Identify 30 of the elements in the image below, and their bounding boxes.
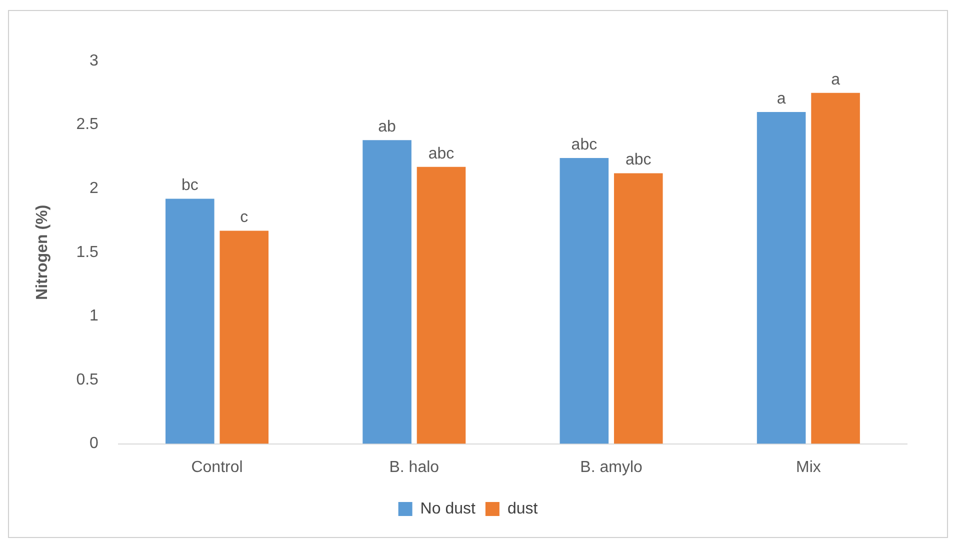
bar [416,166,466,444]
x-tick-label: Control [191,458,243,476]
data-label: a [776,90,786,108]
data-label: c [240,209,248,226]
legend-label: No dust [420,500,476,518]
y-tick-label: 1.5 [76,244,99,261]
y-tick-label: 0 [90,435,99,452]
bar [614,173,663,444]
y-tick-label: 2.5 [76,116,99,134]
bar [362,140,412,444]
data-label: a [831,71,840,88]
data-label: abc [571,136,598,154]
y-tick-label: 0.5 [76,371,99,388]
x-tick-label: Mix [796,458,821,476]
legend-label: dust [507,500,538,518]
y-axis-title: Nitrogen (%) [34,204,52,300]
data-label: abc [428,145,454,162]
bar [811,92,860,444]
x-tick-label: B. halo [389,458,440,476]
y-tick-label: 2 [90,180,99,198]
data-label: ab [378,118,396,136]
y-tick-label: 1 [90,308,99,325]
data-label: abc [626,152,652,169]
bar [220,230,269,444]
bar [560,158,609,444]
y-tick-label: 3 [90,52,99,70]
x-tick-label: B. amylo [580,458,643,476]
bar [166,198,214,444]
bar [756,112,806,444]
data-label: bc [181,177,198,194]
